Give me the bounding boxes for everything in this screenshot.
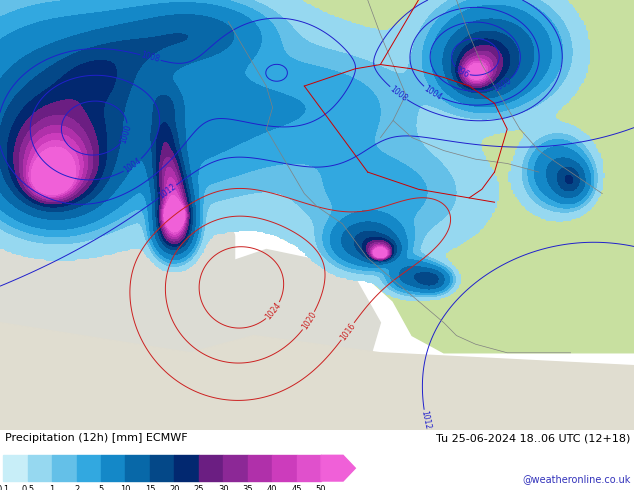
- Text: 50: 50: [316, 485, 327, 490]
- Text: 20: 20: [169, 485, 179, 490]
- Text: 1008: 1008: [140, 50, 161, 65]
- Bar: [297, 455, 321, 481]
- Bar: [223, 455, 248, 481]
- Text: 30: 30: [218, 485, 229, 490]
- Bar: [52, 455, 77, 481]
- Text: 1024: 1024: [264, 301, 283, 321]
- Bar: [199, 455, 223, 481]
- Bar: [77, 455, 101, 481]
- Text: 1: 1: [49, 485, 55, 490]
- Text: 2: 2: [74, 485, 79, 490]
- FancyArrow shape: [321, 455, 355, 481]
- Bar: [174, 455, 199, 481]
- Text: 25: 25: [193, 485, 204, 490]
- Text: 40: 40: [267, 485, 278, 490]
- Text: 1016: 1016: [339, 321, 357, 342]
- Text: 45: 45: [292, 485, 302, 490]
- Text: 1004: 1004: [422, 84, 443, 102]
- Polygon shape: [241, 86, 279, 121]
- Text: 1004: 1004: [122, 156, 143, 175]
- Text: @weatheronline.co.uk: @weatheronline.co.uk: [522, 474, 631, 484]
- Text: Tu 25-06-2024 18..06 UTC (12+18): Tu 25-06-2024 18..06 UTC (12+18): [436, 433, 631, 443]
- Text: 15: 15: [145, 485, 155, 490]
- Text: 5: 5: [98, 485, 103, 490]
- Bar: [248, 455, 272, 481]
- Polygon shape: [228, 0, 634, 353]
- Text: 35: 35: [242, 485, 253, 490]
- Text: 10: 10: [120, 485, 131, 490]
- Text: 1000: 1000: [119, 123, 133, 145]
- Text: 996: 996: [453, 65, 470, 79]
- Text: 0.5: 0.5: [21, 485, 34, 490]
- Bar: [150, 455, 174, 481]
- Text: 1012: 1012: [420, 410, 432, 430]
- Bar: [126, 455, 150, 481]
- Text: 1012: 1012: [157, 182, 178, 201]
- Text: 1008: 1008: [388, 84, 409, 103]
- Bar: [28, 455, 52, 481]
- Polygon shape: [304, 0, 380, 129]
- Polygon shape: [0, 51, 95, 121]
- FancyBboxPatch shape: [0, 228, 235, 439]
- Text: 1020: 1020: [300, 310, 318, 331]
- Text: Precipitation (12h) [mm] ECMWF: Precipitation (12h) [mm] ECMWF: [5, 433, 188, 443]
- Bar: [3, 455, 28, 481]
- Bar: [101, 455, 126, 481]
- Bar: [272, 455, 297, 481]
- Polygon shape: [178, 249, 380, 430]
- Polygon shape: [0, 323, 634, 430]
- Text: 0.1: 0.1: [0, 485, 10, 490]
- Text: 1000: 1000: [492, 76, 513, 94]
